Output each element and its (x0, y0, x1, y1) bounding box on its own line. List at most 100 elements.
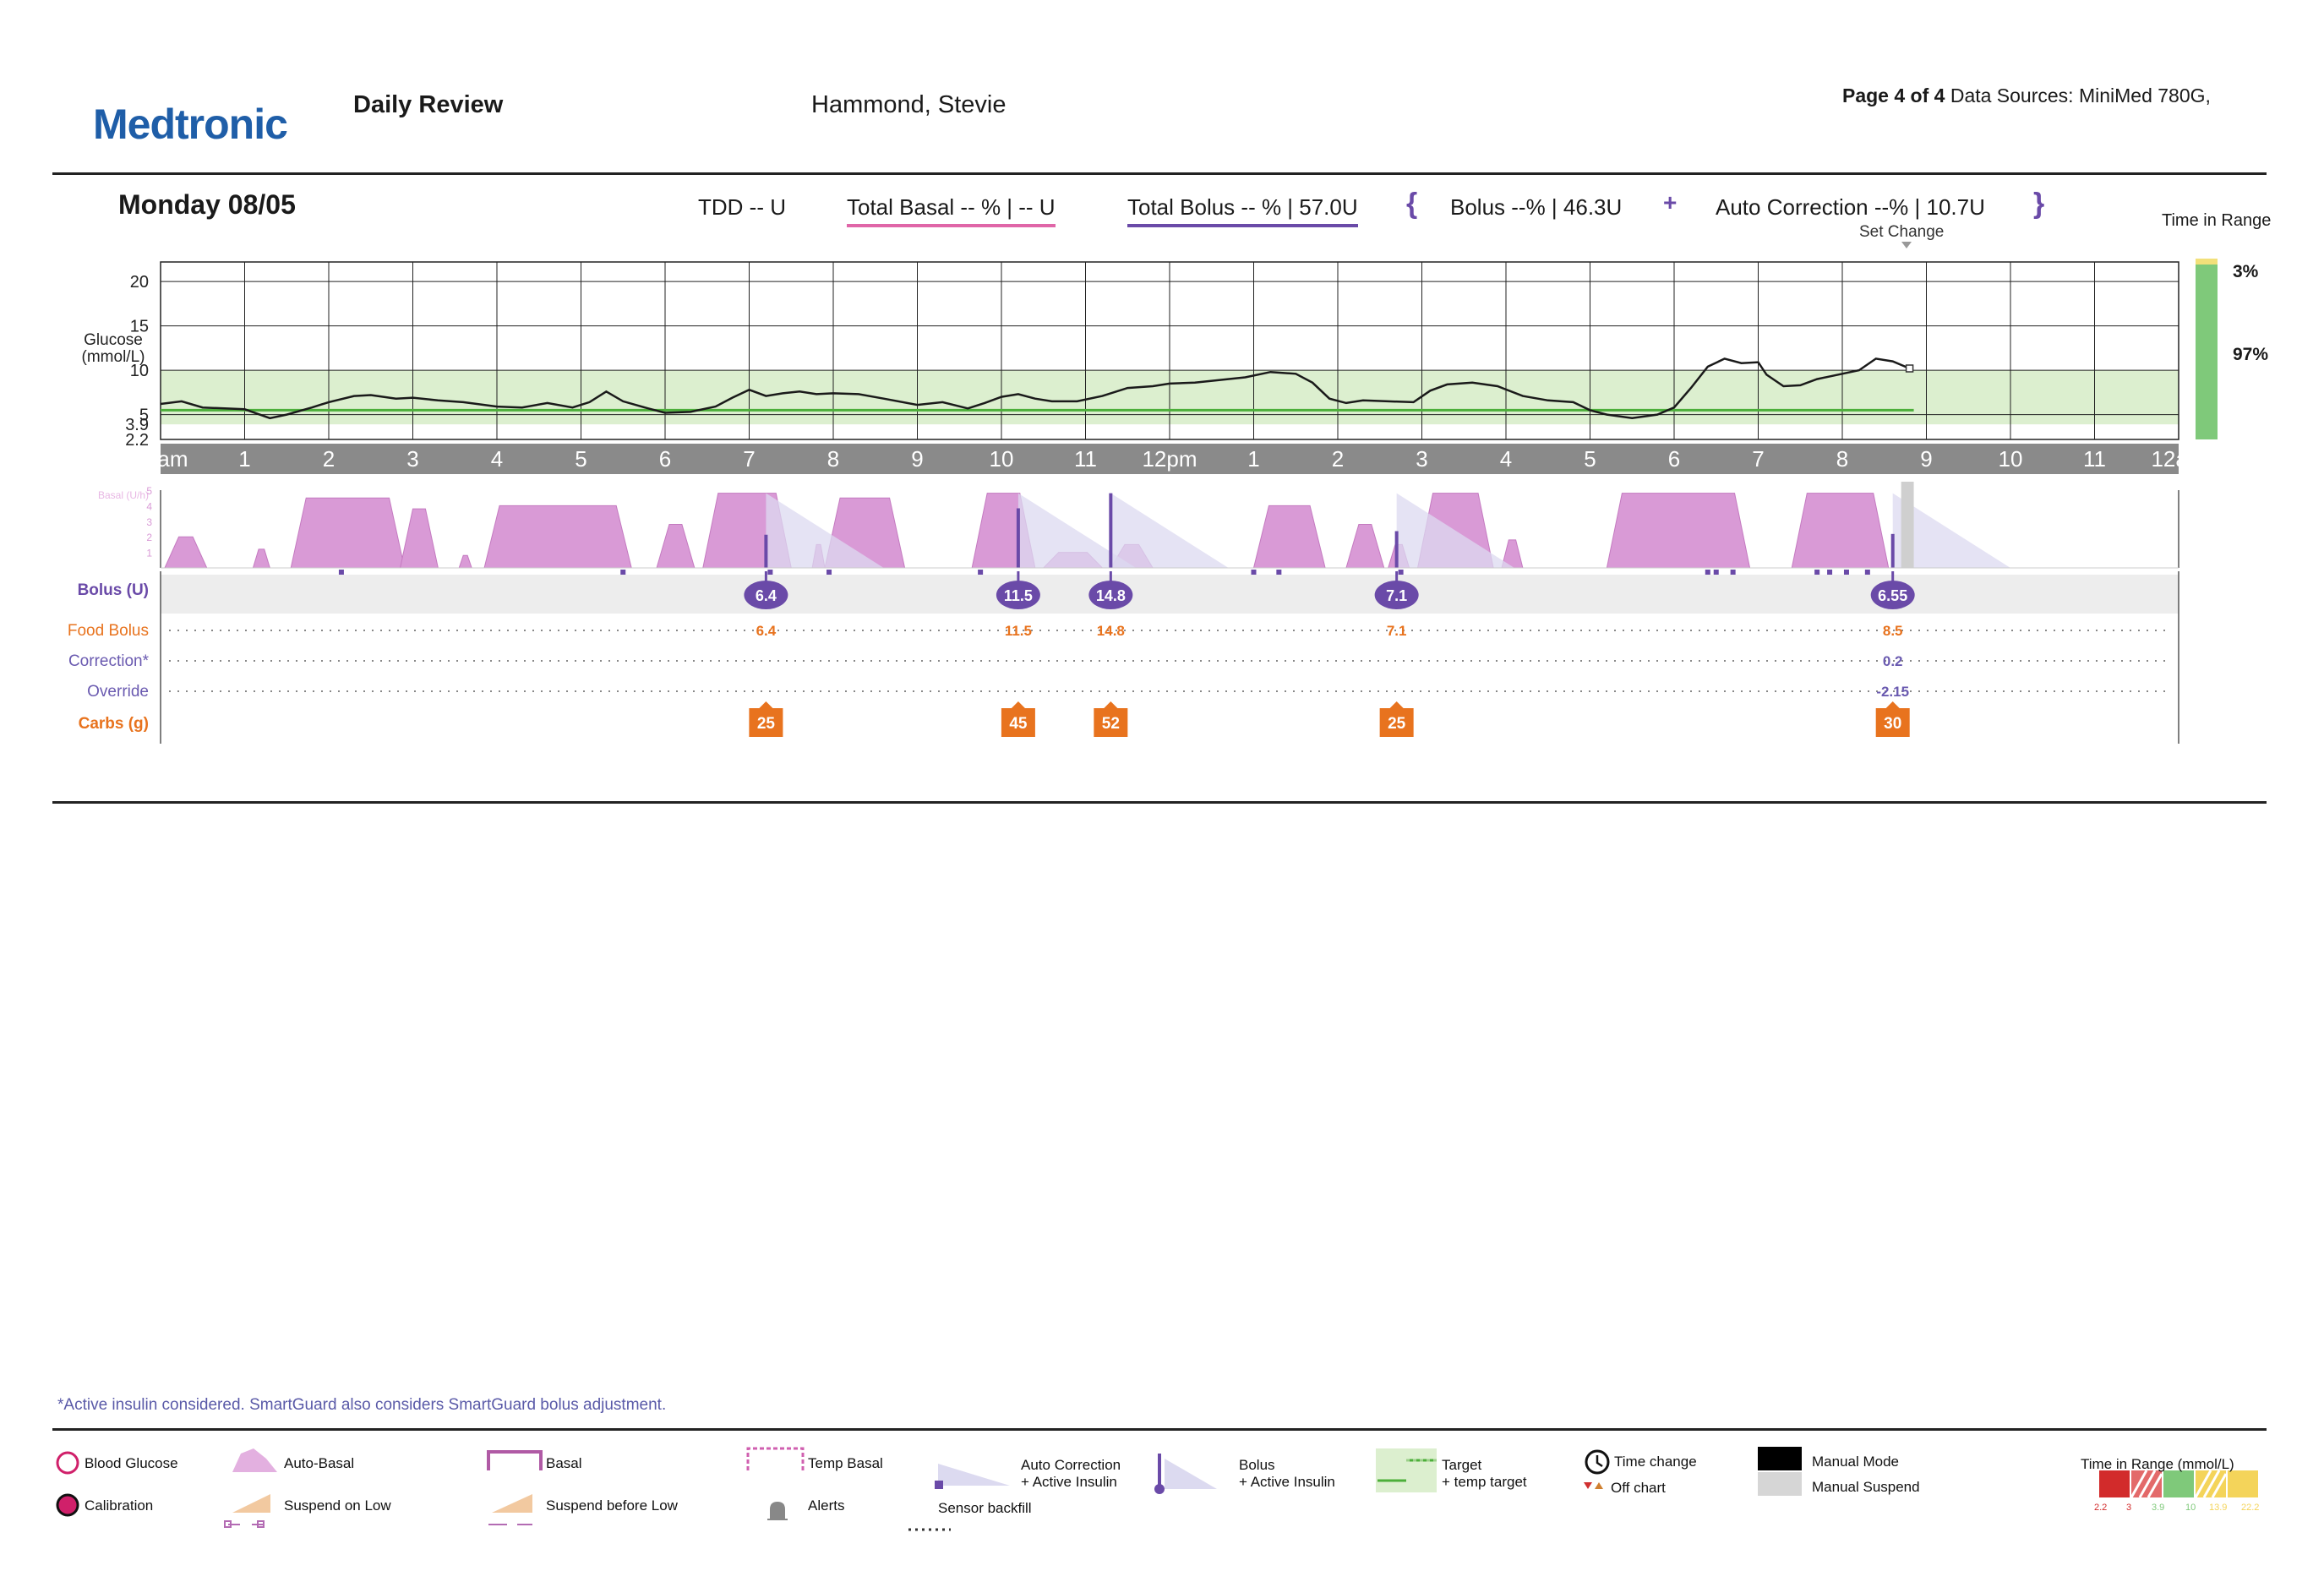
carbs-marker (749, 708, 783, 737)
basal-y-label: Basal (U/h) (98, 489, 149, 501)
basal-y-tick: 2 (146, 532, 152, 543)
open-brace: { (1406, 188, 1418, 220)
auto-correction-tick (826, 570, 832, 575)
bolus-marker (1088, 581, 1133, 609)
time-axis-tick: 6 (659, 446, 671, 472)
time-in-range-title: Time in Range (2162, 211, 2272, 230)
legend-calibration: Calibration (85, 1497, 154, 1514)
carbs-marker (1875, 708, 1910, 737)
time-axis-tick: 2 (1332, 446, 1344, 472)
active-insulin-area (1892, 493, 2010, 568)
auto-basal-icon (232, 1448, 277, 1472)
basal-panel: 5 4 3 2 1 Basal (U/h) (98, 482, 2179, 575)
tir-scale-5: 22.2 (2241, 1503, 2260, 1513)
auto-correction-label: Auto Correction --% | 10.7U (1716, 194, 1985, 220)
time-axis-tick: 10 (990, 446, 1014, 472)
carbs-marker-tip (1011, 701, 1025, 708)
bolus-row-label-override: Override (87, 683, 149, 701)
page-number: Page 4 of 4 (1842, 85, 1945, 106)
auto-basal-area (252, 548, 271, 569)
time-axis-tick: 12pm (1142, 446, 1197, 472)
carbs-marker-tip (1885, 701, 1900, 708)
bolus-row-label-food: Food Bolus (68, 622, 149, 640)
bolus-value: 6.55 (1878, 587, 1907, 604)
time-axis-tick: 3 (1416, 446, 1427, 472)
auto-basal-area (1606, 493, 1751, 569)
legend-auto-correction: Auto Correction + Active Insulin (1021, 1457, 1121, 1491)
glucose-panel: 20 15 10 53.92.2 Glucose(mmol/L) (82, 242, 2179, 450)
auto-correction-tick (1251, 570, 1257, 575)
auto-correction-tick (1827, 570, 1833, 575)
legend-manual-suspend: Manual Suspend (1812, 1479, 1920, 1495)
tir-in-range-pct: 97% (2233, 345, 2269, 364)
glucose-y-tick: 15 (130, 318, 149, 336)
legend-target-line1: Target (1442, 1457, 1482, 1473)
auto-correction-tick (978, 570, 984, 575)
basal-icon (487, 1450, 543, 1470)
sensor-glucose-end-marker (1905, 364, 1914, 373)
auto-basal-area (1345, 523, 1385, 569)
auto-correction-icon (938, 1464, 1010, 1486)
food-bolus-value: 14.8 (1097, 623, 1125, 639)
legend-basal: Basal (546, 1455, 582, 1471)
time-change-icon (1585, 1449, 1610, 1475)
time-in-range-bar (2196, 259, 2218, 439)
time-axis-tick: 7 (1752, 446, 1764, 472)
tir-scale-4: 13.9 (2209, 1503, 2228, 1513)
tir-high-segment (2196, 259, 2218, 265)
legend-bolus: Bolus + Active Insulin (1239, 1457, 1335, 1491)
manual-mode-icon (1758, 1447, 1802, 1470)
legend-divider (52, 1428, 2267, 1431)
carbs-marker-tip (1389, 701, 1404, 708)
legend-auto-basal: Auto-Basal (284, 1455, 355, 1471)
bolus-value: 6.4 (756, 587, 777, 604)
auto-correction-tick (767, 570, 773, 575)
auto-correction-tick (1276, 570, 1282, 575)
data-sources: Data Sources: MiniMed 780G, (1950, 85, 2211, 106)
auto-correction-tick (1864, 570, 1870, 575)
time-axis-tick: 12am (2151, 446, 2206, 472)
bolus-row-background (161, 575, 2179, 614)
legend-time-change: Time change (1614, 1454, 1697, 1470)
suspend-on-low-icon (232, 1494, 270, 1513)
auto-correction-tick (1843, 570, 1849, 575)
suspend-on-low-end-icon (257, 1520, 265, 1528)
time-axis-tick: 7 (743, 446, 755, 472)
auto-correction-tick (1705, 570, 1710, 575)
bolus-row-label-bolus: Bolus (U) (78, 581, 149, 599)
time-axis-tick: 11 (1074, 446, 1097, 472)
food-bolus-value: 7.1 (1387, 623, 1407, 639)
header-divider (52, 172, 2267, 175)
legend-icons (56, 1447, 2258, 1531)
auto-basal-area (290, 497, 406, 569)
tdd-label: TDD -- U (698, 194, 786, 220)
legend-target-line2: + temp target (1442, 1474, 1527, 1490)
legend-suspend-before-low: Suspend before Low (546, 1497, 678, 1514)
time-axis-tick: 4 (1500, 446, 1512, 472)
legend-target: Target + temp target (1442, 1457, 1527, 1491)
time-axis-tick: 8 (827, 446, 839, 472)
legend-off-chart: Off chart (1611, 1480, 1666, 1496)
legend-sensor-backfill: Sensor backfill (938, 1500, 1032, 1516)
blood-glucose-icon (56, 1451, 79, 1475)
carbs-marker-tip (1104, 701, 1118, 708)
suspend-on-low-start-icon (224, 1520, 232, 1528)
override-value: -2.15 (1876, 684, 1909, 700)
glucose-y-tick: 5 (139, 406, 149, 425)
patient-name: Hammond, Stevie (811, 91, 1007, 118)
bolus-value: 11.5 (1004, 587, 1033, 604)
time-axis-tick: 5 (575, 446, 586, 472)
tir-scale-1: 3 (2126, 1503, 2132, 1513)
set-change-marker-icon (1901, 242, 1912, 248)
legend-suspend-on-low: Suspend on Low (284, 1497, 391, 1514)
auto-basal-area (1252, 505, 1326, 569)
chart-bottom-divider (52, 801, 2267, 804)
time-axis-tick: 6 (1668, 446, 1680, 472)
bolus-row-label-correction: Correction* (68, 652, 150, 670)
active-insulin-area (1017, 493, 1137, 568)
food-bolus-value: 6.4 (756, 623, 777, 639)
auto-correction-tick (1730, 570, 1736, 575)
legend-auto-correction-line2: + Active Insulin (1021, 1474, 1117, 1490)
sensor-glucose-line (160, 357, 1911, 420)
